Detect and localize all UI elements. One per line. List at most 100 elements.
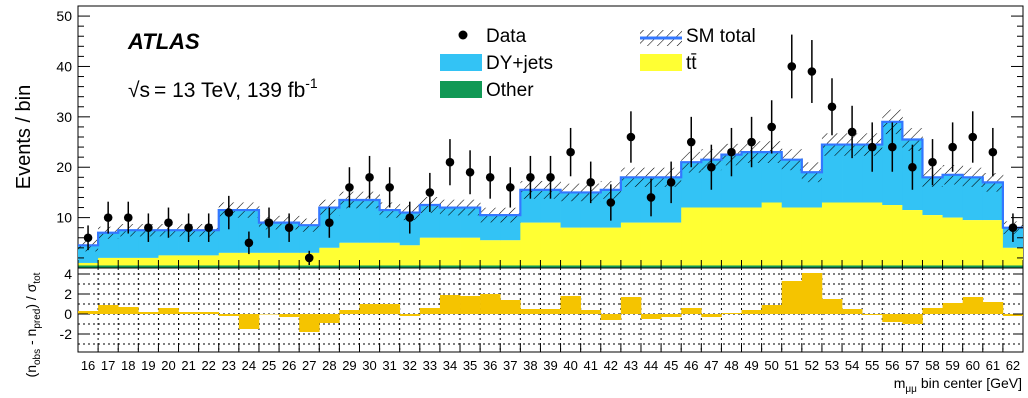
ttbar-bar-62 [1002,247,1023,266]
x-axis-title: mμμ bin center [GeV] [894,375,1022,395]
ttbar-bar-36 [480,240,501,266]
data-point-45 [666,161,676,204]
ratio-bar-36 [480,294,501,314]
ratio-bar-28 [319,314,340,323]
other-bar-58 [922,265,943,268]
x-tick-label-35: 35 [463,358,477,373]
x-tick-label-18: 18 [121,358,135,373]
ratio-bar-59 [942,303,963,314]
ratio-bar-27 [299,314,320,332]
data-point-43 [626,111,636,163]
ttbar-bar-53 [821,202,843,266]
other-bar-31 [379,265,401,268]
data-point-55 [867,122,877,172]
data-point-44 [646,178,656,217]
data-point-32 [405,201,415,234]
data-marker [465,167,475,177]
data-point-34 [445,139,455,186]
ratio-bar-44 [640,314,662,319]
data-marker [304,253,314,263]
y-tick-label: 20 [56,159,72,175]
ratio-bar-43 [620,297,642,314]
x-tick-label-34: 34 [443,358,457,373]
data-marker [847,127,857,137]
other-bar-45 [661,265,682,268]
dy-bar-22 [198,230,220,256]
x-tick-label-60: 60 [965,358,979,373]
ttbar-bar-25 [258,252,280,266]
data-marker [727,147,736,157]
ttbar-bar-60 [962,220,984,266]
main-y-axis: 10 20 30 40 50 [56,8,1024,268]
x-tick-label-50: 50 [764,358,778,373]
legend-other-label: Other [486,80,534,101]
other-bar-51 [781,265,803,268]
data-point-18 [123,201,133,234]
x-tick-label-58: 58 [925,358,939,373]
ratio-bar-42 [600,314,622,320]
other-bar-47 [701,265,722,268]
other-bar-60 [962,265,984,268]
dy-bar-17 [98,232,119,258]
other-bar-20 [158,265,179,268]
legend-data-label: Data [486,26,527,47]
x-tick-label-54: 54 [845,358,859,373]
other-bar-19 [138,265,159,268]
data-marker [928,157,937,167]
data-marker [103,213,113,222]
data-point-30 [365,155,374,199]
ratio-bar-22 [198,312,220,314]
dy-bar-53 [821,144,843,203]
ratio-bar-17 [98,305,119,314]
x-tick-label-16: 16 [81,358,95,373]
data-marker [144,223,153,232]
x-tick-label-43: 43 [624,358,638,373]
data-marker [646,193,656,202]
ttbar-bar-22 [198,255,220,266]
legend-ttbar-label: tt̄ [686,53,697,74]
ttbar-bar-51 [781,207,803,266]
x-tick-label-37: 37 [503,358,517,373]
ttbar-bar-40 [560,227,582,266]
ratio-y-tick-label: 4 [64,266,72,282]
ttbar-bar-23 [218,252,240,266]
ttbar-bar-21 [178,255,200,266]
data-marker [787,62,797,71]
x-axis: 16 17 18 19 20 21 22 23 24 25 26 27 28 29 30 31 32 33 34 35… [77,344,1024,373]
ttbar-bar-55 [862,202,883,266]
data-marker [747,137,756,147]
data-point-51 [787,34,797,99]
other-bar-56 [882,265,903,268]
data-marker [666,178,676,187]
data-marker [244,238,254,248]
ratio-bar-50 [761,305,783,314]
ratio-bar-37 [500,300,521,314]
ttbar-bar-59 [942,217,964,266]
data-marker [1008,223,1018,232]
other-bar-27 [299,265,320,268]
data-marker [948,142,957,152]
ratio-bar-54 [842,309,863,314]
ttbar-bar-16 [78,262,99,266]
x-tick-label-56: 56 [885,358,899,373]
ttbar-bar-35 [460,237,481,266]
x-tick-label-45: 45 [664,358,678,373]
data-point-28 [325,207,334,238]
ratio-bar-57 [902,314,923,324]
other-bar-23 [218,265,240,268]
x-tick-label-61: 61 [986,358,1000,373]
other-bar-52 [801,265,823,268]
dy-bar-29 [339,199,360,243]
ttbar-bar-31 [379,242,401,266]
x-tick-label-28: 28 [322,358,336,373]
data-marker [505,183,515,192]
x-tick-label-30: 30 [362,358,376,373]
other-bar-42 [600,265,622,268]
other-bar-30 [359,265,380,268]
legend-sm-total-label: SM total [686,26,756,47]
ratio-bar-47 [701,314,722,317]
ttbar-bar-46 [681,207,702,266]
data-marker [325,218,334,227]
ttbar-bar-45 [661,222,682,266]
ratio-bar-58 [922,308,943,314]
